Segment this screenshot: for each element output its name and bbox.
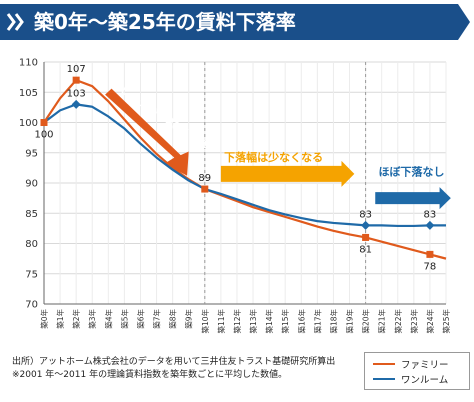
data-label: 83 — [424, 209, 437, 220]
x-tick-label: 築0年 — [39, 309, 49, 329]
title-banner-shape — [0, 4, 470, 40]
series-line-family — [43, 79, 447, 260]
annotation-arrow-flat: ほぼ下落なし — [375, 165, 451, 210]
x-tick-label: 築8年 — [168, 309, 178, 329]
x-tick-label: 築4年 — [103, 309, 113, 329]
x-tick-label: 築13年 — [248, 309, 258, 334]
source-line-1: 出所）アットホーム株式会社のデータを用いて三井住友トラスト基礎研究所算出 — [12, 357, 336, 367]
x-tick-label: 築24年 — [425, 309, 435, 334]
data-label: 78 — [424, 261, 437, 272]
x-tick-label: 築9年 — [184, 309, 194, 329]
data-label: 81 — [359, 244, 372, 255]
annotation-arrow-peak: ピークから20%下落 — [105, 82, 211, 176]
legend-item-family: ファミリー — [373, 357, 449, 371]
data-point-family — [201, 185, 209, 193]
x-tick-label: 築19年 — [345, 309, 355, 334]
data-point-family — [40, 119, 48, 126]
x-tick-label: 築12年 — [232, 309, 242, 334]
x-tick-label: 築20年 — [361, 309, 371, 334]
x-tick-label: 築22年 — [393, 309, 403, 334]
annotation-text-decline: 下落幅は少なくなる — [224, 150, 323, 164]
annotation-text-flat: ほぼ下落なし — [378, 165, 444, 179]
y-tick-label: 85 — [25, 209, 38, 220]
x-tick-label: 築6年 — [135, 309, 145, 329]
x-tick-label: 築21年 — [377, 309, 387, 334]
x-tick-label: 築16年 — [296, 309, 306, 334]
source-line-2: ※2001 年～2011 年の理論賃料指数を築年数ごとに平均した数値。 — [12, 370, 288, 380]
x-tick-label: 築10年 — [200, 309, 210, 334]
x-tick-label: 築7年 — [152, 309, 162, 329]
x-tick-label: 築18年 — [328, 309, 338, 334]
annotation-arrow-decline: 下落幅は少なくなる — [220, 150, 355, 187]
data-point-oneroom — [425, 220, 435, 230]
arrow-shape-red — [105, 88, 189, 176]
data-point-family — [362, 233, 370, 241]
title-bar: 築0年～築25年の賃料下落率 — [0, 0, 474, 44]
x-tick-label: 築15年 — [280, 309, 290, 334]
x-tick-label: 築17年 — [312, 309, 322, 334]
y-tick-label: 105 — [19, 88, 38, 99]
x-tick-label: 築3年 — [87, 309, 97, 329]
double-chevron-right-icon — [6, 13, 24, 31]
arrow-shape-orange — [220, 160, 355, 187]
arrow-shape-blue — [375, 187, 451, 210]
y-tick-label: 75 — [25, 269, 38, 280]
y-tick-label: 70 — [25, 300, 38, 311]
series-line-oneroom — [43, 103, 446, 228]
data-label: 107 — [67, 64, 86, 75]
legend-swatch-oneroom — [373, 378, 395, 380]
y-tick-label: 95 — [25, 148, 38, 159]
legend-item-oneroom: ワンルーム — [373, 372, 448, 386]
data-point-family — [72, 76, 80, 84]
x-tick-label: 築2年 — [71, 309, 81, 329]
y-tick-label: 110 — [19, 58, 38, 69]
data-label: 100 — [34, 130, 53, 141]
legend-label-family: ファミリー — [401, 360, 449, 371]
x-tick-label: 築1年 — [55, 309, 65, 329]
legend-label-oneroom: ワンルーム — [401, 375, 449, 386]
y-tick-label: 90 — [25, 179, 38, 190]
data-point-oneroom — [71, 99, 81, 109]
data-point-oneroom — [361, 220, 371, 230]
legend: ファミリー ワンルーム — [364, 352, 470, 390]
chart: 707580859095100105110築0年 築1年 築2年 築3年 築4年 築5年築… — [19, 58, 451, 334]
page-title: 築0年～築25年の賃料下落率 — [34, 10, 296, 34]
x-tick-label: 築23年 — [409, 309, 419, 334]
y-tick-label: 80 — [25, 239, 38, 250]
y-tick-label: 100 — [19, 118, 38, 129]
data-point-family — [426, 250, 434, 258]
x-tick-label: 築25年 — [441, 309, 451, 334]
data-label: 103 — [67, 88, 86, 99]
x-tick-label: 築14年 — [264, 309, 274, 334]
legend-swatch-family — [373, 363, 395, 365]
x-tick-label: 築11年 — [216, 309, 226, 334]
source-note: 出所）アットホーム株式会社のデータを用いて三井住友トラスト基礎研究所算出 ※20… — [12, 356, 335, 382]
x-tick-label: 築5年 — [119, 309, 129, 329]
data-label: 83 — [359, 209, 372, 220]
data-label: 89 — [198, 173, 211, 184]
